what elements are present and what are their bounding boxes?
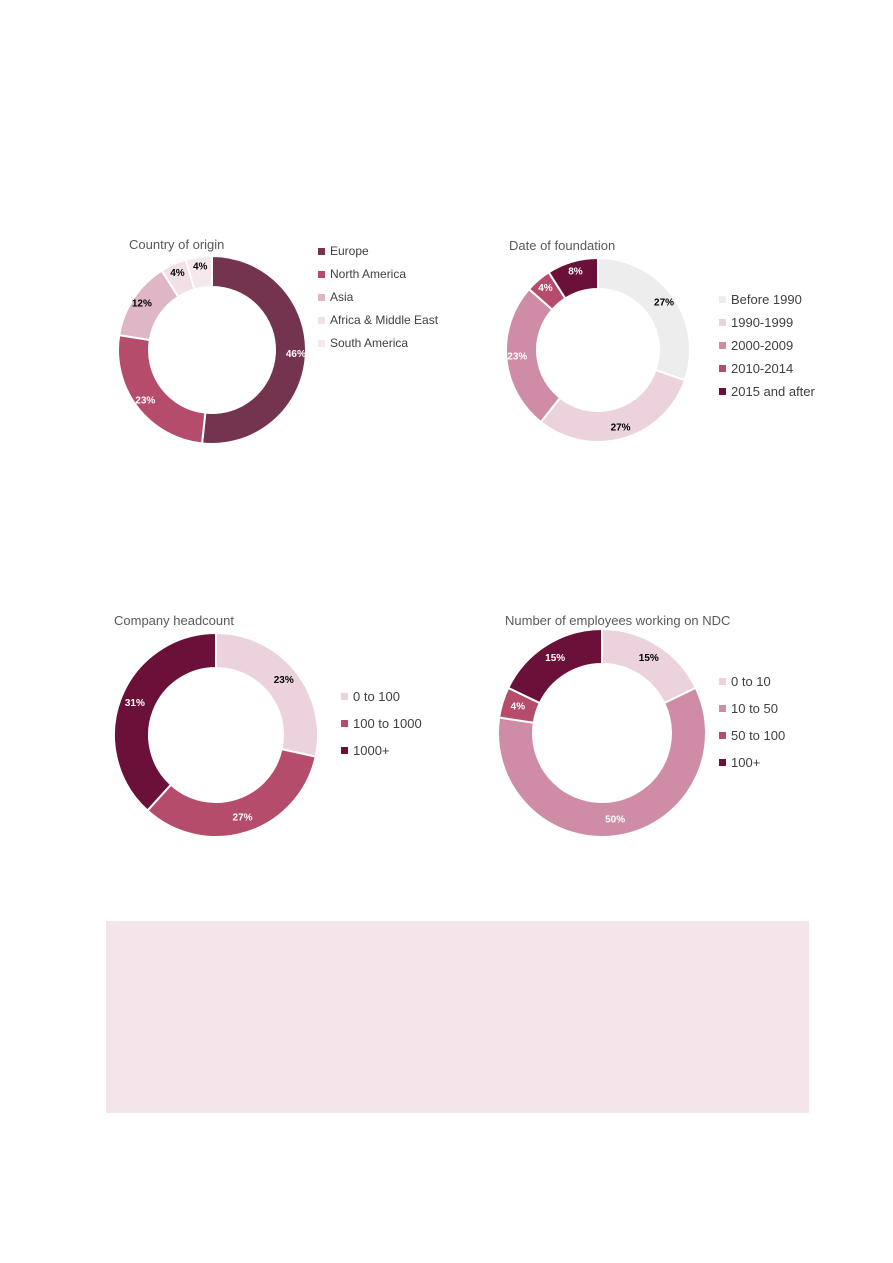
chart-title: Date of foundation: [509, 238, 616, 253]
legend-swatch: [318, 340, 325, 347]
chart-legend: 0 to 100 100 to 1000 1000+: [341, 683, 422, 764]
legend-label: 2010-2014: [731, 361, 794, 376]
legend-item: Before 1990: [719, 288, 815, 311]
data-label: 27%: [611, 422, 631, 433]
data-label: 15%: [639, 653, 659, 664]
legend-item: 0 to 100: [341, 683, 422, 710]
chart-legend: Europe North America Asia Africa & Middle E…: [318, 240, 438, 355]
legend-swatch: [719, 365, 726, 372]
chart-title: Number of employees working on NDC: [505, 613, 731, 628]
data-label: 46%: [286, 349, 306, 360]
data-label: 23%: [274, 675, 294, 686]
donut-segment-south-america: [184, 254, 213, 291]
legend-label: Africa & Middle East: [330, 313, 439, 327]
legend-label: 2000-2009: [731, 338, 794, 353]
legend-swatch: [719, 759, 726, 766]
data-label: 8%: [568, 267, 583, 278]
legend-swatch: [318, 271, 325, 278]
legend-swatch: [341, 693, 348, 700]
info-box: [106, 921, 809, 1113]
legend-label: South America: [330, 336, 409, 350]
legend-label: Before 1990: [731, 292, 802, 307]
legend-label: Europe: [330, 244, 369, 258]
data-label: 50%: [605, 815, 625, 826]
donut-segment-2015-and-after: [547, 256, 599, 300]
legend-item: North America: [318, 263, 438, 286]
legend-swatch: [719, 732, 726, 739]
data-label: 12%: [132, 298, 152, 309]
legend-item: 1990-1999: [719, 311, 815, 334]
legend-item: Asia: [318, 286, 438, 309]
legend-label: 2015 and after: [731, 384, 815, 399]
donut-segment-100-to-1000: [146, 747, 317, 838]
donut-segment-10-to-50: [497, 686, 707, 838]
legend-item: 2015 and after: [719, 380, 815, 403]
donut-segment-1000-: [113, 631, 217, 812]
legend-label: 0 to 10: [731, 674, 771, 689]
legend-item: Europe: [318, 240, 438, 263]
legend-item: 100 to 1000: [341, 710, 422, 737]
legend-label: 50 to 100: [731, 728, 786, 743]
legend-item: 2010-2014: [719, 357, 815, 380]
legend-swatch: [318, 317, 325, 324]
legend-label: 100+: [731, 755, 761, 770]
data-label: 31%: [125, 698, 145, 709]
data-label: 15%: [545, 653, 565, 664]
legend-swatch: [719, 296, 726, 303]
data-label: 27%: [654, 298, 674, 309]
chart-legend: Before 1990 1990-1999 2000-2009 2010-2014 20…: [719, 288, 815, 403]
legend-label: 100 to 1000: [353, 716, 422, 731]
legend-swatch: [719, 319, 726, 326]
legend-item: 50 to 100: [719, 722, 785, 749]
legend-item: 0 to 10: [719, 668, 785, 695]
legend-item: 1000+: [341, 737, 422, 764]
legend-item: Africa & Middle East: [318, 309, 438, 332]
legend-swatch: [719, 678, 726, 685]
legend-swatch: [719, 705, 726, 712]
chart-legend: 0 to 10 10 to 50 50 to 100 100+: [719, 668, 785, 776]
legend-swatch: [719, 388, 726, 395]
chart-title: Company headcount: [114, 613, 234, 628]
legend-swatch: [719, 342, 726, 349]
legend-swatch: [341, 747, 348, 754]
donut-segment-europe: [200, 254, 307, 445]
data-label: 4%: [538, 283, 553, 294]
legend-swatch: [318, 248, 325, 255]
data-label: 23%: [507, 352, 527, 363]
legend-item: 100+: [719, 749, 785, 776]
donut-segment-0-to-10: [601, 627, 698, 705]
legend-swatch: [318, 294, 325, 301]
donut-segment-100-: [506, 627, 603, 705]
data-label: 27%: [233, 812, 253, 823]
legend-item: South America: [318, 332, 438, 355]
chart-title: Country of origin: [129, 237, 225, 252]
legend-label: North America: [330, 267, 407, 281]
data-label: 4%: [170, 268, 185, 279]
data-label: 4%: [193, 261, 208, 272]
legend-label: 1000+: [353, 743, 390, 758]
legend-label: Asia: [330, 290, 354, 304]
legend-item: 10 to 50: [719, 695, 785, 722]
legend-item: 2000-2009: [719, 334, 815, 357]
legend-label: 0 to 100: [353, 689, 400, 704]
legend-label: 10 to 50: [731, 701, 778, 716]
legend-swatch: [341, 720, 348, 727]
data-label: 23%: [135, 396, 155, 407]
legend-label: 1990-1999: [731, 315, 794, 330]
data-label: 4%: [511, 702, 526, 713]
